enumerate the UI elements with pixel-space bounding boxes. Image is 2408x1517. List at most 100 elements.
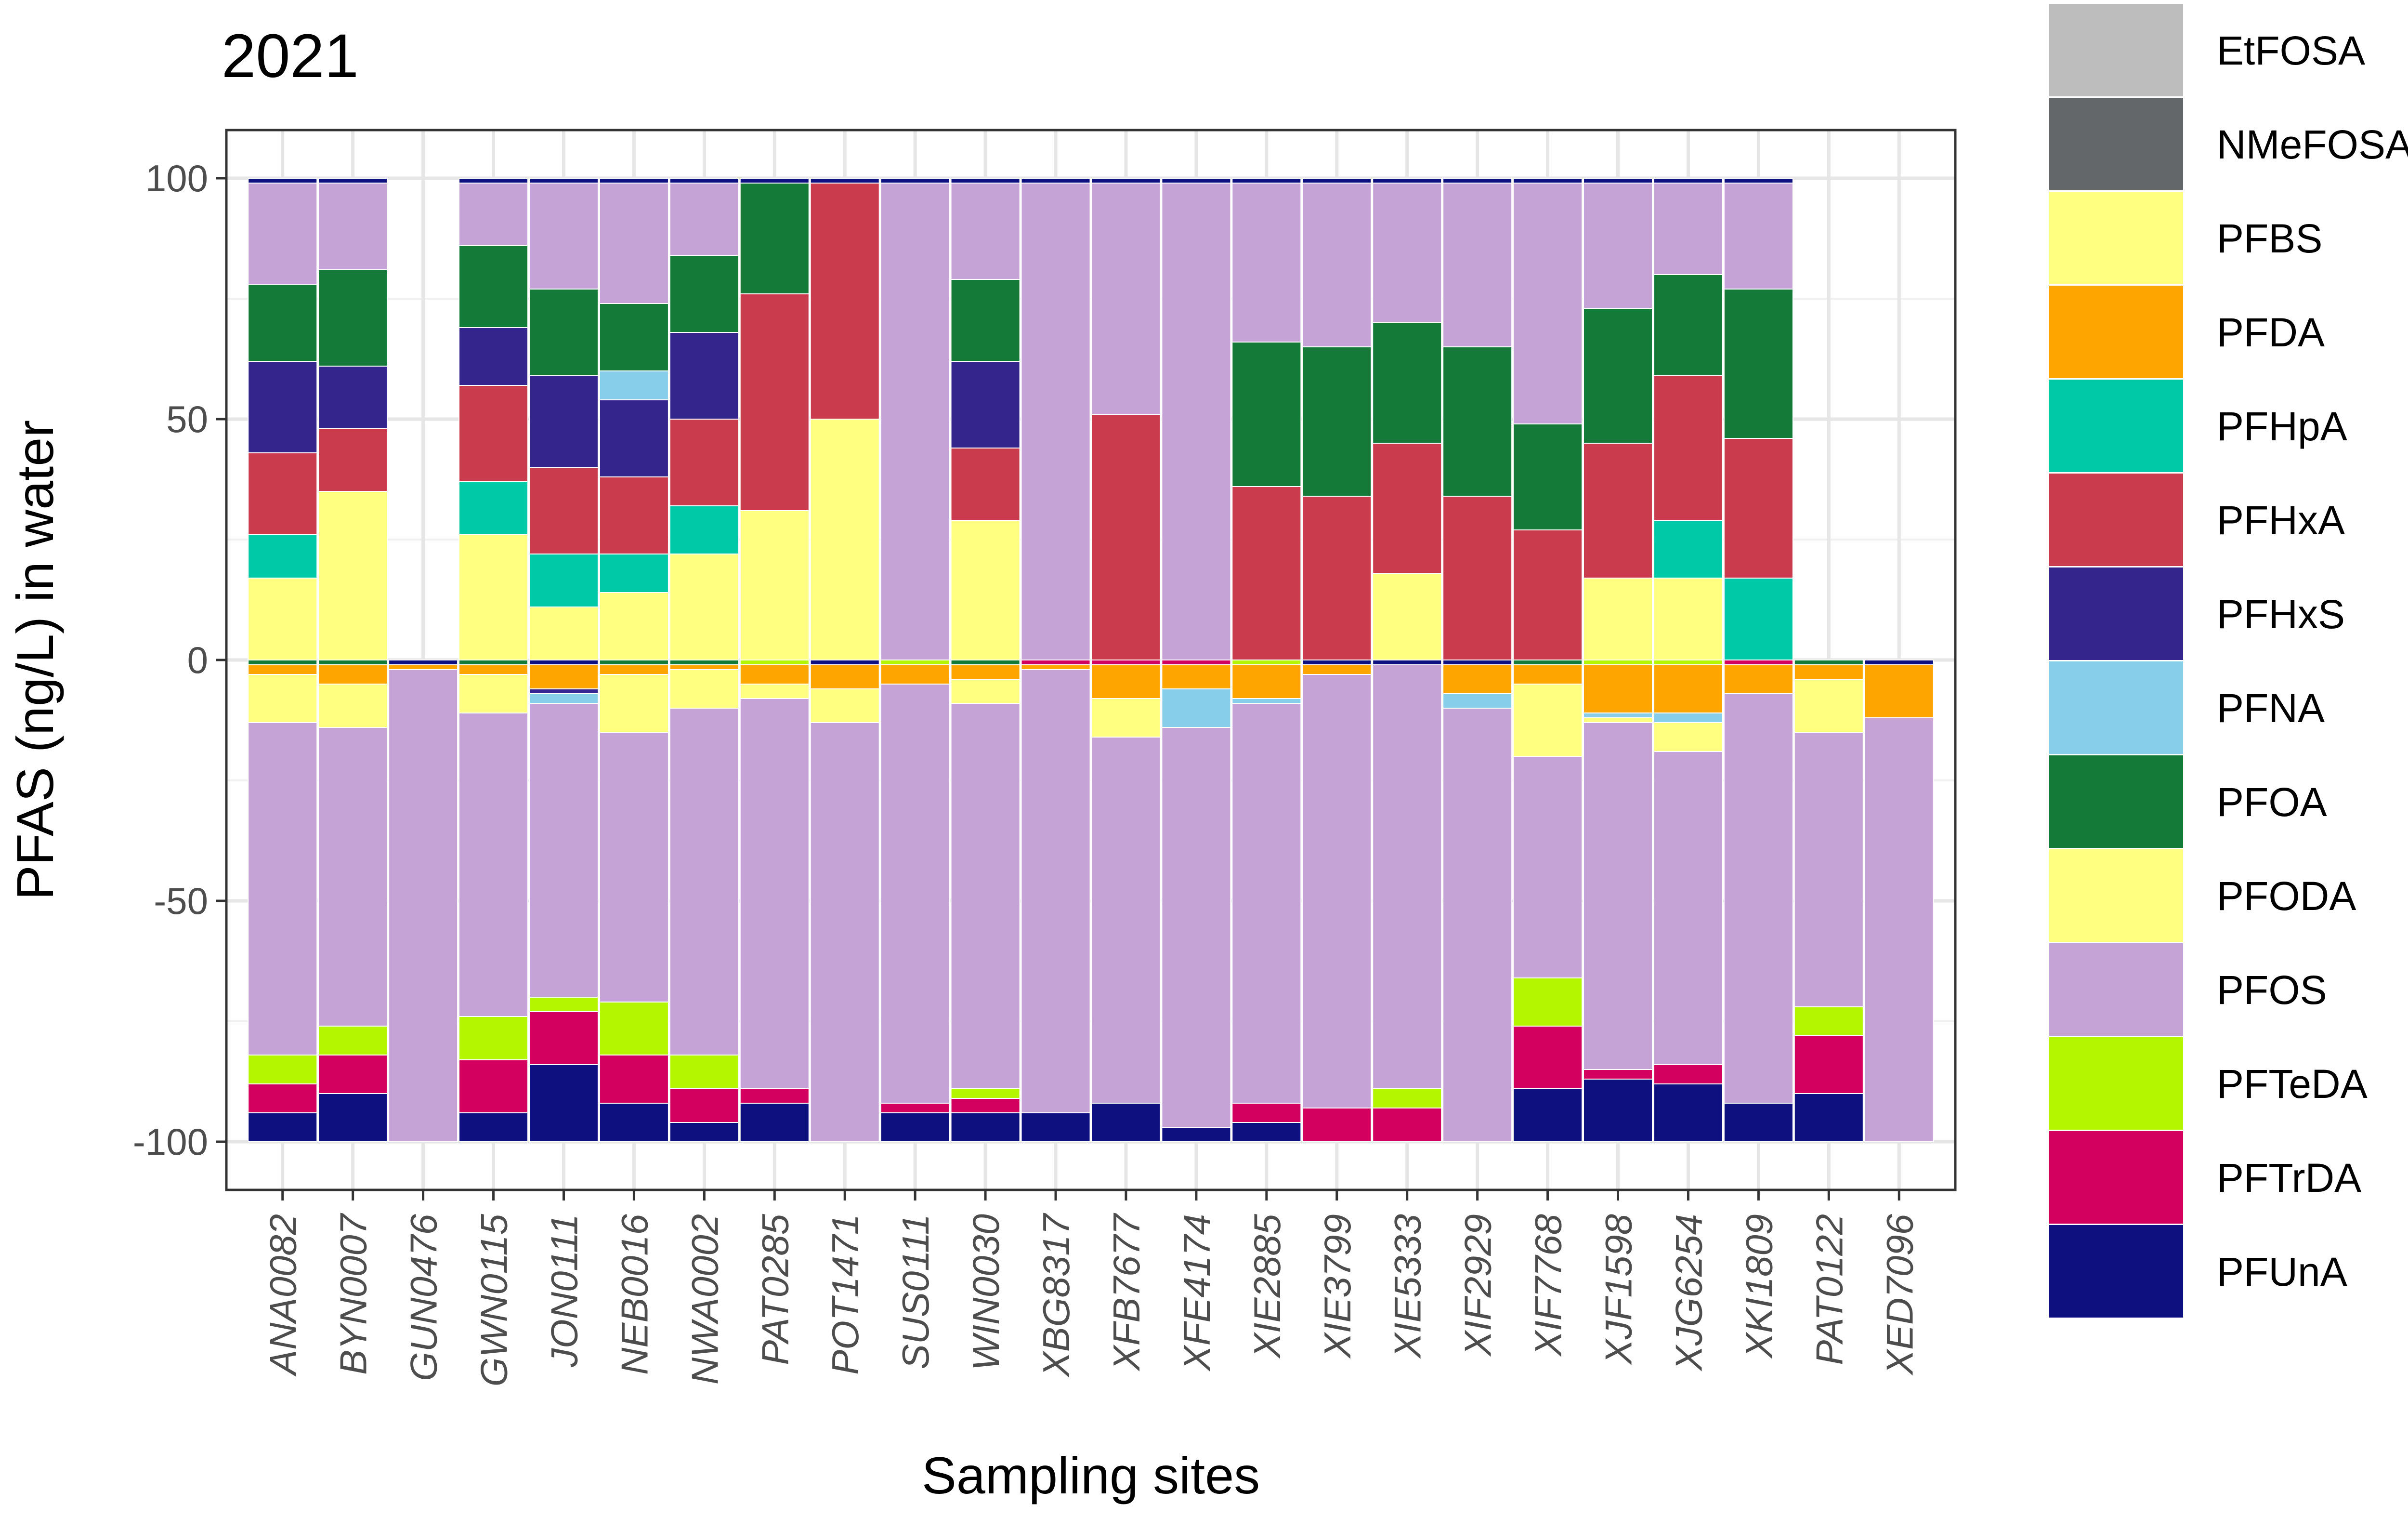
bar-segment [950,1088,1021,1099]
x-tick-label: XFE4174 [1176,1214,1218,1372]
bar-segment [1021,183,1091,660]
bar-segment [739,660,810,665]
bar-segment [880,183,950,660]
bar-segment [599,1002,669,1055]
legend-label: NMeFOSA [2217,122,2408,167]
bar-segment [1513,1088,1583,1142]
bar-segment [1864,664,1934,718]
bar-segment [739,510,810,660]
bar-segment [1372,1108,1442,1142]
bar-segment [669,1088,739,1123]
y-tick-label: 50 [166,398,208,440]
bar-segment [1231,660,1302,665]
bar-segment [739,1103,810,1142]
bar-segment [950,664,1021,680]
bar-segment [1372,322,1442,444]
bar-segment [248,1055,318,1084]
bar-segment [950,361,1021,449]
bar-segment [1372,183,1442,323]
bar-segment [248,361,318,453]
bar-segment [1372,660,1442,665]
bar-segment [950,1112,1021,1142]
bar-segment [1513,664,1583,685]
bar-segment [1442,664,1513,694]
bar-segment [1021,664,1091,670]
bar-segment [1231,664,1302,699]
bar-segment [1723,693,1793,1104]
bar-segment [528,1064,599,1142]
bar-segment [1302,674,1372,1108]
bar-segment [1091,183,1161,415]
bar-segment [599,660,669,665]
bar-segment [1723,664,1793,694]
bar-segment [458,712,529,1017]
x-axis-label: Sampling sites [922,1446,1260,1504]
legend-label: PFOA [2217,779,2327,825]
bar-segment [318,491,388,660]
bar-segment [1723,1103,1793,1142]
bar-segment [1513,684,1583,757]
bar-segment [810,688,880,723]
bar-segment [599,732,669,1003]
bar-segment [1583,183,1653,309]
bar-segment [1723,178,1793,184]
bar-segment [388,669,458,1142]
bar-segment [1091,414,1161,660]
bar-segment [528,664,599,689]
bar-segment [318,684,388,728]
bar-segment [669,505,739,554]
bar-segment [1091,178,1161,184]
bar-segment [1302,496,1372,660]
y-axis: -100 -50 0 50 100 [133,157,226,1163]
bar-segment [599,592,669,660]
bar-segment [669,664,739,670]
bar-segment [1513,1026,1583,1089]
bar-segment [739,698,810,1089]
x-tick-label: XFB7677 [1105,1213,1148,1372]
bar-segment [248,452,318,535]
legend-key [2049,380,2183,472]
legend-key [2049,4,2183,96]
bar-segment [1583,178,1653,184]
bar-segment [1653,1083,1723,1142]
bar-segment [248,664,318,675]
x-tick-label: XIE5333 [1387,1214,1429,1359]
bar-segment [248,534,318,579]
bar-segment [1372,1088,1442,1108]
bar-segment [458,183,529,246]
bar-segment [528,375,599,468]
x-axis: ANA0082 BYN0007 GUN0476 GWN0115 JON0111 NEB00… [262,1190,1921,1386]
bar-segment [1442,496,1513,660]
bar-segment [599,664,669,675]
bar-segment [528,183,599,290]
bar-segment [248,178,318,184]
bar-segment [458,1016,529,1060]
bar-segment [950,448,1021,521]
bar-segment [1583,308,1653,444]
bar-segment [599,183,669,304]
x-tick-label: WIN0030 [965,1214,1007,1371]
bar-segment [1302,346,1372,497]
bar-segment [1723,660,1793,665]
legend-label: PFUnA [2217,1249,2347,1294]
bar-segment [1302,664,1372,675]
bar-segment [669,554,739,660]
bar-segment [248,674,318,723]
bar-segment [880,178,950,184]
bar-segment [1653,722,1723,752]
bar-segment [1161,727,1231,1128]
legend-label: PFTeDA [2217,1061,2368,1107]
bar-segment [1231,1122,1302,1142]
legend-key [2049,661,2183,754]
bar-segment [1021,1112,1091,1142]
bar-segment [880,684,950,1104]
legend-key [2049,567,2183,660]
bar-segment [458,1059,529,1113]
bar-segment [1793,660,1864,665]
bar-segment [528,289,599,376]
bar-segment [1583,443,1653,579]
legend-label: PFTrDA [2217,1155,2361,1200]
x-tick-label: NWA0002 [683,1214,726,1385]
bar-segment [1864,660,1934,665]
bar-segment [528,178,599,184]
